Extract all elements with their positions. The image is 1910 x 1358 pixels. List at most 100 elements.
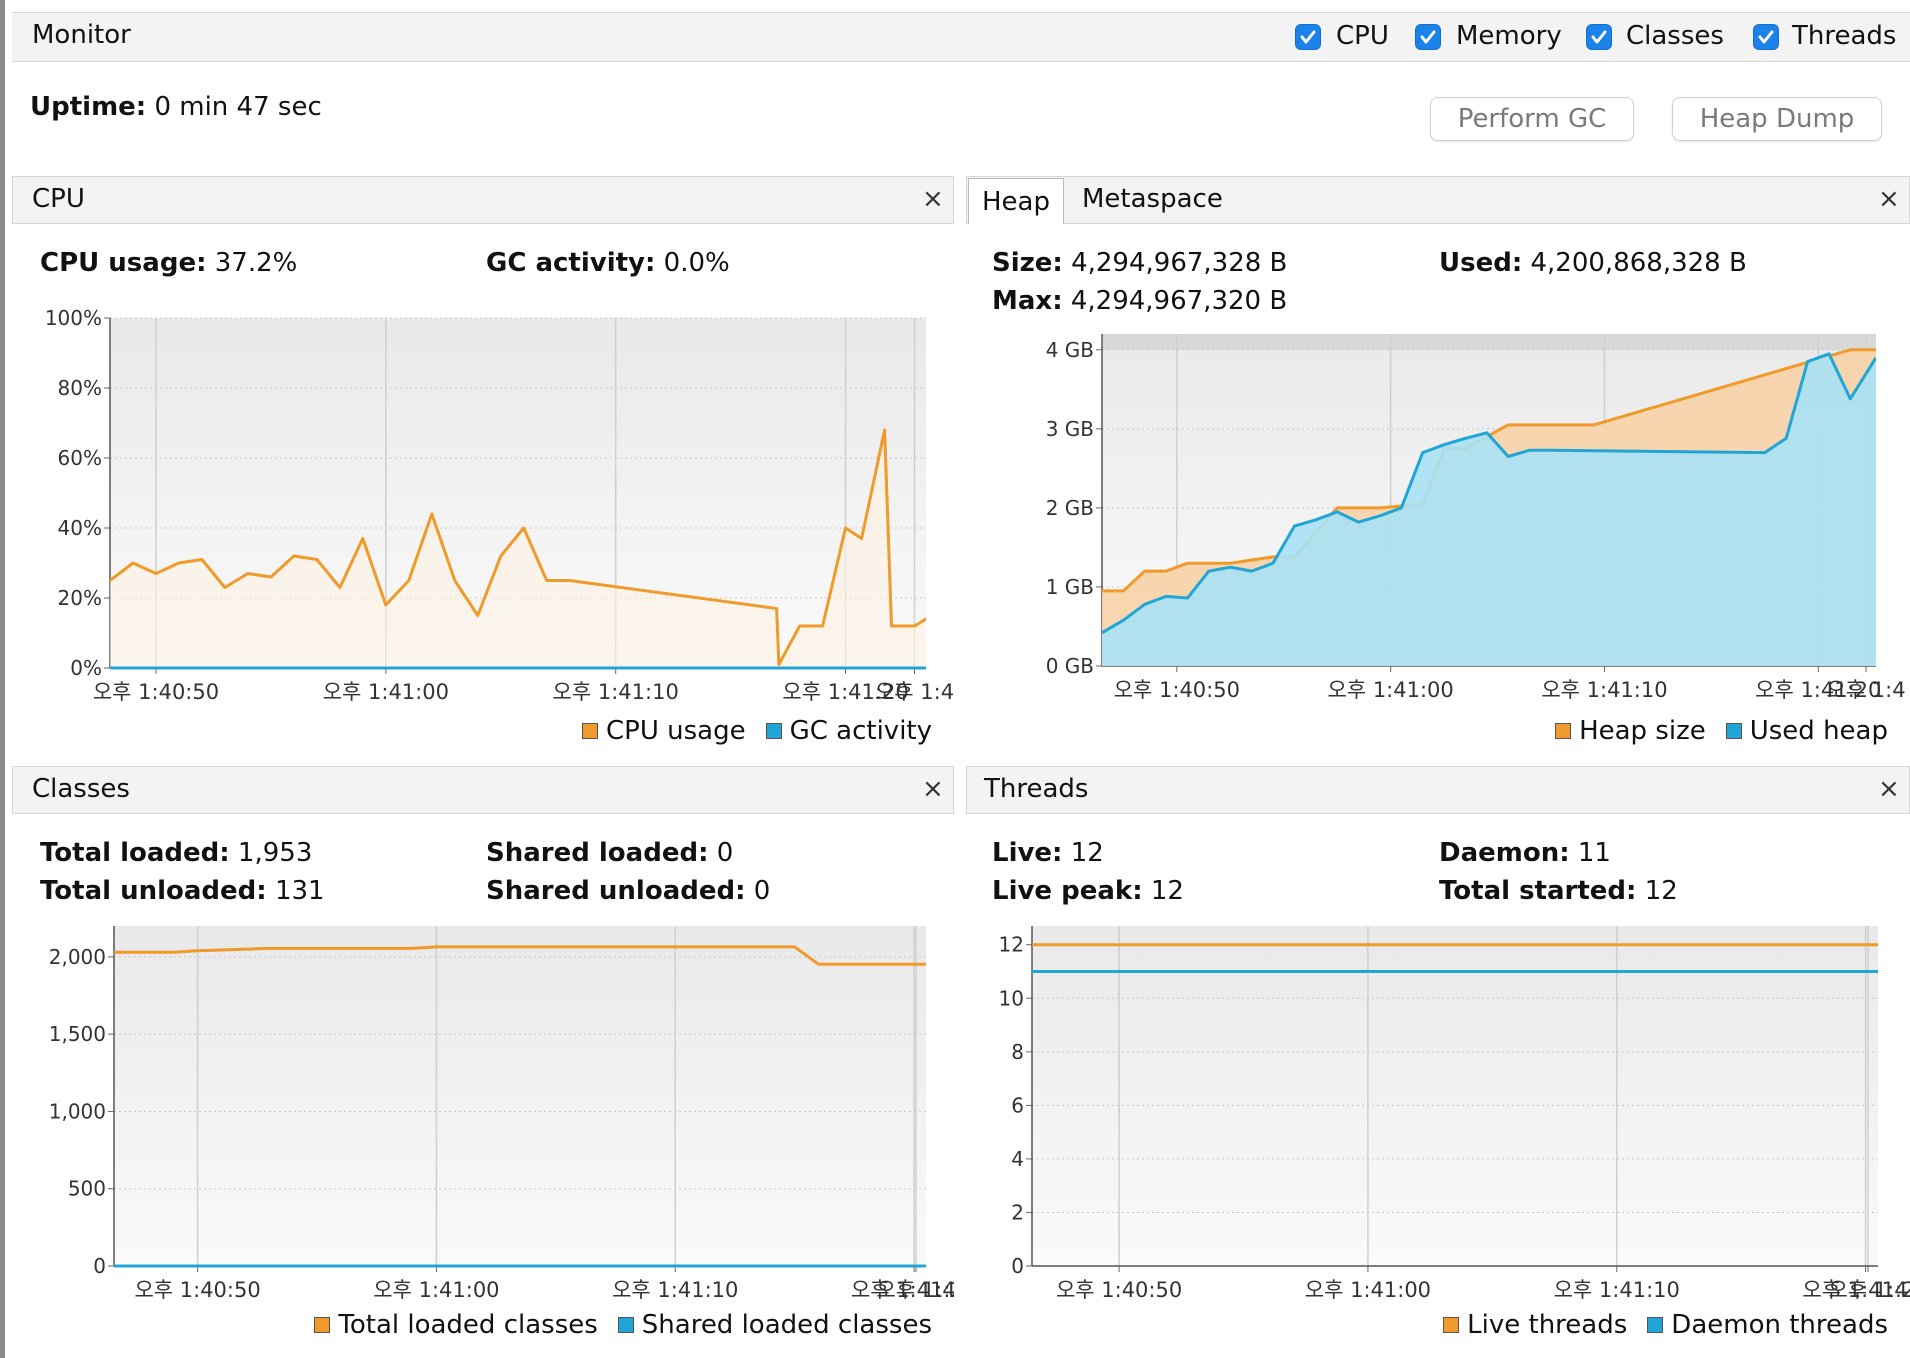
heap-ytick-label: 4 GB <box>1046 338 1094 362</box>
heap-used-value: 4,200,868,328 B <box>1531 248 1747 278</box>
tab-heap[interactable]: Heap <box>968 178 1064 224</box>
total-started-value: 12 <box>1645 876 1678 906</box>
threads-ytick-label: 10 <box>999 986 1024 1010</box>
heap-max-label: Max: <box>992 286 1063 316</box>
cpu-usage-label: CPU usage: <box>40 248 206 278</box>
cpu-legend-cpu-usage: CPU usage <box>606 716 746 746</box>
memory-panel-close-icon[interactable]: × <box>1878 184 1900 214</box>
classes-legend: Total loaded classes Shared loaded class… <box>314 1310 932 1340</box>
shared-unloaded-label: Shared unloaded: <box>486 876 746 906</box>
cpu-xtick-label: 오후 1:40:50 <box>93 680 219 704</box>
classes-panel-title: Classes <box>32 774 130 804</box>
cpu-legend-gc-activity: GC activity <box>790 716 932 746</box>
heap-ytick-label: 3 GB <box>1046 417 1094 441</box>
classes-legend-total: Total loaded classes <box>338 1310 597 1340</box>
heap-legend: Heap size Used heap <box>1555 716 1888 746</box>
heap-max-band <box>1102 334 1876 350</box>
threads-ytick-label: 4 <box>1011 1147 1024 1171</box>
threads-legend-live: Live threads <box>1467 1310 1627 1340</box>
daemon-value: 11 <box>1578 838 1611 868</box>
threads-ytick-label: 2 <box>1011 1200 1024 1224</box>
total-loaded-swatch <box>314 1317 330 1333</box>
threads-ytick-label: 12 <box>999 933 1024 957</box>
shared-loaded-value: 0 <box>717 838 734 868</box>
total-started: Total started: 12 <box>1439 876 1678 906</box>
cpu-xtick-label: 오후 1:41:10 <box>553 680 679 704</box>
threads-panel-header <box>966 766 1910 814</box>
gc-activity-value: 0.0% <box>664 248 730 278</box>
threads-checkbox[interactable] <box>1753 24 1779 50</box>
heap-xtick-label: 오후 1:41:10 <box>1541 678 1667 702</box>
used-heap-swatch <box>1726 723 1742 739</box>
classes-ytick-label: 1,000 <box>49 1099 106 1123</box>
classes-legend-shared: Shared loaded classes <box>642 1310 932 1340</box>
daemon-threads-swatch <box>1647 1317 1663 1333</box>
threads-xtick-label: 오후 1:4 <box>1828 1278 1907 1300</box>
total-unloaded-value: 131 <box>275 876 325 906</box>
threads-ytick-label: 8 <box>1011 1040 1024 1064</box>
classes-plot-area <box>114 926 926 1266</box>
cpu-usage: CPU usage: 37.2% <box>40 248 297 278</box>
cpu-ytick-label: 20% <box>58 586 102 610</box>
classes-xtick-label: 오후 1:4 <box>876 1278 954 1300</box>
cpu-ytick-label: 100% <box>45 306 102 330</box>
heap-dump-button[interactable]: Heap Dump <box>1672 97 1882 141</box>
total-unloaded-label: Total unloaded: <box>40 876 267 906</box>
heap-size-value: 4,294,967,328 B <box>1071 248 1287 278</box>
cpu-ytick-label: 60% <box>58 446 102 470</box>
checkmark-icon <box>1587 25 1611 49</box>
cpu-checkbox-label[interactable]: CPU <box>1336 21 1389 51</box>
memory-checkbox-label[interactable]: Memory <box>1456 21 1562 51</box>
cpu-panel-close-icon[interactable]: × <box>922 184 944 214</box>
classes-xtick-label: 오후 1:40:50 <box>134 1278 260 1300</box>
cpu-checkbox[interactable] <box>1295 24 1321 50</box>
threads-panel-close-icon[interactable]: × <box>1878 774 1900 804</box>
cpu-legend: CPU usage GC activity <box>582 716 932 746</box>
uptime-label: Uptime: <box>30 92 146 122</box>
heap-chart: 0 GB1 GB2 GB3 GB4 GB오후 1:40:50 오후 1:41:00… <box>966 320 1910 710</box>
classes-checkbox-label[interactable]: Classes <box>1626 21 1724 51</box>
threads-checkbox-label[interactable]: Threads <box>1792 21 1896 51</box>
classes-panel-header <box>12 766 954 814</box>
shared-loaded-label: Shared loaded: <box>486 838 708 868</box>
tab-metaspace[interactable]: Metaspace <box>1082 184 1223 214</box>
cpu-panel-header <box>12 176 954 224</box>
daemon-label: Daemon: <box>1439 838 1570 868</box>
cpu-xtick-label: 오후 1:4 <box>875 680 954 704</box>
classes-xtick-label: 오후 1:41:10 <box>612 1278 738 1300</box>
classes-checkbox[interactable] <box>1586 24 1612 50</box>
threads-panel-title: Threads <box>984 774 1088 804</box>
memory-checkbox[interactable] <box>1415 24 1441 50</box>
live-peak-value: 12 <box>1151 876 1184 906</box>
classes-ytick-label: 2,000 <box>49 945 106 969</box>
live-peak-label: Live peak: <box>992 876 1143 906</box>
gc-activity-label: GC activity: <box>486 248 655 278</box>
perform-gc-button[interactable]: Perform GC <box>1430 97 1634 141</box>
threads-plot-area <box>1032 926 1878 1266</box>
heap-ytick-label: 1 GB <box>1046 575 1094 599</box>
shared-unloaded-value: 0 <box>754 876 771 906</box>
total-loaded: Total loaded: 1,953 <box>40 838 312 868</box>
heap-max: Max: 4,294,967,320 B <box>992 286 1287 316</box>
live-label: Live: <box>992 838 1062 868</box>
live-threads: Live: 12 <box>992 838 1104 868</box>
heap-used: Used: 4,200,868,328 B <box>1439 248 1747 278</box>
heap-size: Size: 4,294,967,328 B <box>992 248 1287 278</box>
cpu-xtick-label: 오후 1:41:00 <box>323 680 449 704</box>
threads-ytick-label: 0 <box>1011 1254 1024 1278</box>
heap-max-value: 4,294,967,320 B <box>1071 286 1287 316</box>
heap-size-swatch <box>1555 723 1571 739</box>
cpu-panel-title: CPU <box>32 184 85 214</box>
uptime-value: 0 min 47 sec <box>154 92 321 122</box>
gc-activity-swatch <box>766 723 782 739</box>
classes-panel-close-icon[interactable]: × <box>922 774 944 804</box>
shared-unloaded: Shared unloaded: 0 <box>486 876 770 906</box>
cpu-usage-swatch <box>582 723 598 739</box>
total-loaded-label: Total loaded: <box>40 838 230 868</box>
live-value: 12 <box>1071 838 1104 868</box>
threads-ytick-label: 6 <box>1011 1093 1024 1117</box>
threads-legend: Live threads Daemon threads <box>1443 1310 1888 1340</box>
threads-legend-daemon: Daemon threads <box>1671 1310 1888 1340</box>
daemon-threads: Daemon: 11 <box>1439 838 1611 868</box>
uptime: Uptime: 0 min 47 sec <box>30 92 322 122</box>
